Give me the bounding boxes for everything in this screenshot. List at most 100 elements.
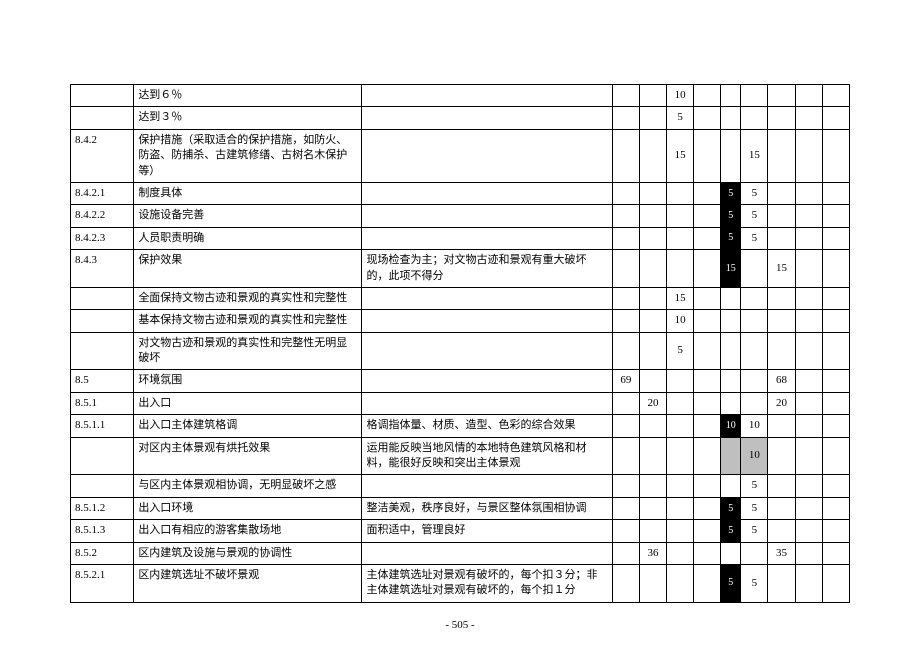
cell: 出入口 [134, 392, 362, 414]
cell: 保护效果 [134, 250, 362, 288]
cell: 36 [639, 542, 666, 564]
cell [795, 542, 822, 564]
cell [795, 497, 822, 519]
cell [795, 520, 822, 542]
standards-table: 达到６％10达到３％58.4.2保护措施（采取适合的保护措施，如防火、防盗、防捕… [70, 84, 850, 603]
cell: 20 [639, 392, 666, 414]
cell [795, 415, 822, 437]
marker-cell [721, 107, 741, 129]
cell [667, 415, 694, 437]
marker-cell: 10 [721, 415, 741, 437]
cell [612, 310, 639, 332]
cell: 8.5.2 [71, 542, 134, 564]
cell: 与区内主体景观相协调，无明显破坏之感 [134, 475, 362, 497]
cell [795, 475, 822, 497]
cell [362, 475, 612, 497]
cell: 现场检查为主；对文物古迹和景观有重大破坏的，此项不得分 [362, 250, 612, 288]
table-row: 8.4.2保护措施（采取适合的保护措施，如防火、防盗、防捕杀、古建筑修缮、古树名… [71, 129, 850, 182]
cell [612, 564, 639, 602]
cell [768, 205, 795, 227]
marker-cell [721, 437, 741, 475]
cell [639, 520, 666, 542]
cell [612, 520, 639, 542]
cell [694, 370, 721, 392]
marker-cell [721, 129, 741, 182]
cell: 区内建筑选址不破坏景观 [134, 564, 362, 602]
cell [795, 564, 822, 602]
cell [612, 227, 639, 249]
document-page: 达到６％10达到３％58.4.2保护措施（采取适合的保护措施，如防火、防盗、防捕… [0, 0, 920, 651]
cell: 8.4.2.2 [71, 205, 134, 227]
cell: 保护措施（采取适合的保护措施，如防火、防盗、防捕杀、古建筑修缮、古树名木保护等） [134, 129, 362, 182]
cell [822, 332, 849, 370]
cell [639, 182, 666, 204]
cell [822, 250, 849, 288]
marker-cell [721, 475, 741, 497]
cell [768, 520, 795, 542]
cell: 10 [741, 415, 768, 437]
cell [694, 205, 721, 227]
cell [612, 85, 639, 107]
cell [741, 310, 768, 332]
marker-cell [721, 370, 741, 392]
cell [741, 85, 768, 107]
cell [795, 182, 822, 204]
cell: 5 [741, 475, 768, 497]
marker-cell [721, 310, 741, 332]
cell [667, 564, 694, 602]
table-row: 8.4.2.3人员职责明确55 [71, 227, 850, 249]
cell [71, 310, 134, 332]
cell: 5 [741, 205, 768, 227]
cell [639, 437, 666, 475]
cell [741, 370, 768, 392]
cell [768, 564, 795, 602]
cell: 20 [768, 392, 795, 414]
cell [612, 205, 639, 227]
table-row: 8.5环境氛围6968 [71, 370, 850, 392]
cell [822, 520, 849, 542]
cell [768, 182, 795, 204]
cell: 5 [741, 520, 768, 542]
marker-cell: 15 [721, 250, 741, 288]
cell [694, 497, 721, 519]
cell [694, 520, 721, 542]
cell [362, 332, 612, 370]
cell: 5 [667, 107, 694, 129]
cell [768, 227, 795, 249]
table-row: 基本保持文物古迹和景观的真实性和完整性10 [71, 310, 850, 332]
cell: 面积适中，管理良好 [362, 520, 612, 542]
cell [362, 370, 612, 392]
cell: 10 [667, 85, 694, 107]
cell [694, 129, 721, 182]
marker-cell: 5 [721, 520, 741, 542]
cell [71, 475, 134, 497]
table-row: 与区内主体景观相协调，无明显破坏之感 5 [71, 475, 850, 497]
cell: 对区内主体景观有烘托效果 [134, 437, 362, 475]
cell [795, 310, 822, 332]
cell [639, 205, 666, 227]
cell [741, 107, 768, 129]
marker-cell: 5 [721, 564, 741, 602]
cell [822, 542, 849, 564]
cell [667, 437, 694, 475]
cell [612, 129, 639, 182]
cell: 8.4.2.3 [71, 227, 134, 249]
table-row: 8.4.2.2设施设备完善55 [71, 205, 850, 227]
cell [768, 310, 795, 332]
cell [694, 332, 721, 370]
cell [741, 287, 768, 309]
table-row: 8.4.3保护效果现场检查为主；对文物古迹和景观有重大破坏的，此项不得分1515 [71, 250, 850, 288]
cell [822, 475, 849, 497]
table-row: 8.5.1.1出入口主体建筑格调格调指体量、材质、造型、色彩的综合效果1010 [71, 415, 850, 437]
cell [362, 392, 612, 414]
cell: 8.5.1.1 [71, 415, 134, 437]
cell [768, 332, 795, 370]
cell [795, 205, 822, 227]
cell [362, 227, 612, 249]
table-row: 8.5.2.1区内建筑选址不破坏景观主体建筑选址对景观有破坏的，每个扣３分；非主… [71, 564, 850, 602]
cell: 环境氛围 [134, 370, 362, 392]
cell [694, 542, 721, 564]
cell [362, 310, 612, 332]
cell [795, 107, 822, 129]
cell [667, 497, 694, 519]
